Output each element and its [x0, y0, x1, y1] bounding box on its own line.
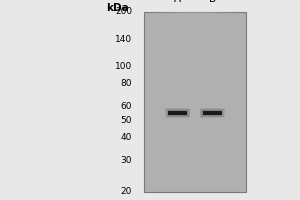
Text: 60: 60	[121, 102, 132, 111]
Bar	[148, 12, 242, 192]
Bar	[178, 12, 212, 192]
Bar	[144, 12, 246, 192]
Bar	[163, 12, 227, 192]
Bar	[179, 12, 211, 192]
Text: B: B	[209, 0, 216, 4]
Bar	[154, 12, 236, 192]
Bar	[166, 109, 190, 117]
Bar	[161, 12, 229, 192]
Bar	[168, 110, 188, 116]
Text: 30: 30	[121, 156, 132, 165]
Bar	[200, 109, 224, 117]
Bar	[169, 111, 187, 115]
Text: A: A	[174, 0, 181, 4]
Text: 140: 140	[115, 35, 132, 44]
Bar	[202, 110, 222, 116]
Bar	[203, 111, 221, 115]
Bar	[164, 12, 226, 192]
Bar	[176, 12, 214, 192]
Bar	[172, 12, 218, 192]
Bar	[200, 108, 225, 118]
Bar	[170, 12, 220, 192]
Bar	[201, 109, 223, 117]
Text: 20: 20	[121, 188, 132, 196]
Bar	[186, 12, 204, 192]
Bar	[146, 12, 244, 192]
Bar	[166, 12, 224, 192]
Bar	[159, 12, 231, 192]
Text: 100: 100	[115, 62, 132, 71]
Bar	[165, 108, 190, 118]
Bar	[151, 12, 239, 192]
Bar	[160, 12, 230, 192]
Bar	[144, 12, 246, 192]
Bar	[183, 12, 207, 192]
Text: kDa: kDa	[106, 3, 129, 13]
Bar	[153, 12, 237, 192]
Text: 200: 200	[115, 7, 132, 17]
Bar	[185, 12, 205, 192]
Text: 50: 50	[121, 116, 132, 125]
Bar	[167, 12, 223, 192]
Bar	[150, 12, 240, 192]
Bar	[147, 12, 243, 192]
Bar	[175, 12, 215, 192]
Bar	[180, 12, 210, 192]
Bar	[156, 12, 234, 192]
Bar	[157, 12, 233, 192]
Text: 80: 80	[121, 79, 132, 88]
Text: 40: 40	[121, 133, 132, 142]
Bar	[182, 12, 208, 192]
Bar	[169, 12, 221, 192]
Bar	[173, 12, 217, 192]
Bar	[167, 109, 189, 117]
